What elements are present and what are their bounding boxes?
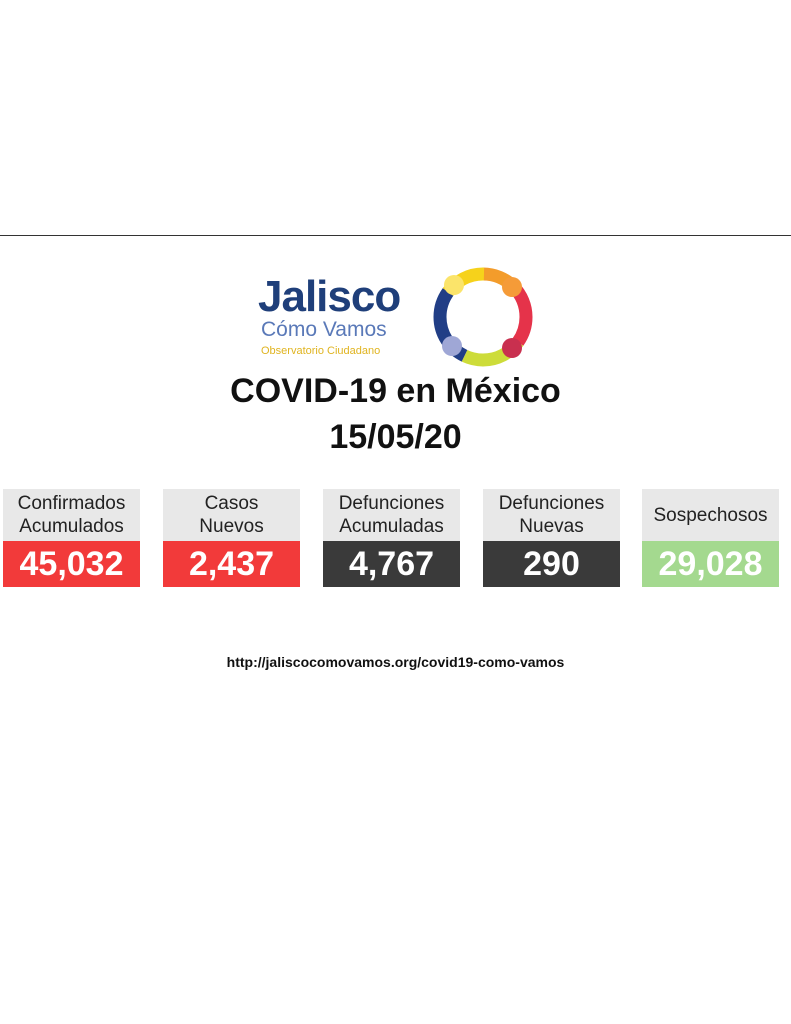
logo-name: Jalisco	[258, 272, 401, 321]
date: 15/05/20	[329, 418, 462, 456]
stat-label-line: Defunciones	[338, 493, 445, 514]
stat-label: Sospechosos	[642, 489, 779, 541]
stat-label: Confirmados Acumulados	[3, 489, 140, 541]
logo-ring	[433, 267, 533, 367]
stat-card: Sospechosos 29,028	[642, 489, 779, 587]
stat-card: Defunciones Acumuladas 4,767	[323, 489, 460, 587]
title: COVID-19 en México	[230, 372, 561, 410]
divider	[0, 235, 791, 236]
stat-value: 29,028	[642, 541, 779, 587]
stat-card: Defunciones Nuevas 290	[483, 489, 620, 587]
stat-label-line: Confirmados	[17, 493, 126, 514]
stat-value: 290	[483, 541, 620, 587]
logo-tagline: Cómo Vamos	[261, 318, 387, 341]
stat-label-line: Nuevas	[519, 516, 584, 537]
stat-value: 45,032	[3, 541, 140, 587]
stat-label: Defunciones Nuevas	[483, 489, 620, 541]
stat-label-line: Defunciones	[498, 493, 605, 514]
stat-label-line: Acumuladas	[339, 516, 444, 537]
stat-card: Casos Nuevos 2,437	[163, 489, 300, 587]
stat-label-line: Sospechosos	[653, 504, 768, 526]
logo-subtitle: Observatorio Ciudadano	[261, 345, 381, 357]
stat-label-line: Nuevos	[199, 516, 264, 537]
stat-label: Defunciones Acumuladas	[323, 489, 460, 541]
stat-label-line: Casos	[204, 493, 259, 514]
stat-label: Casos Nuevos	[163, 489, 300, 541]
stat-card: Confirmados Acumulados 45,032	[3, 489, 140, 587]
url: http://jaliscocomovamos.org/covid19-como…	[226, 654, 565, 670]
stat-value: 2,437	[163, 541, 300, 587]
stat-label-line: Acumulados	[19, 516, 124, 537]
stat-value: 4,767	[323, 541, 460, 587]
